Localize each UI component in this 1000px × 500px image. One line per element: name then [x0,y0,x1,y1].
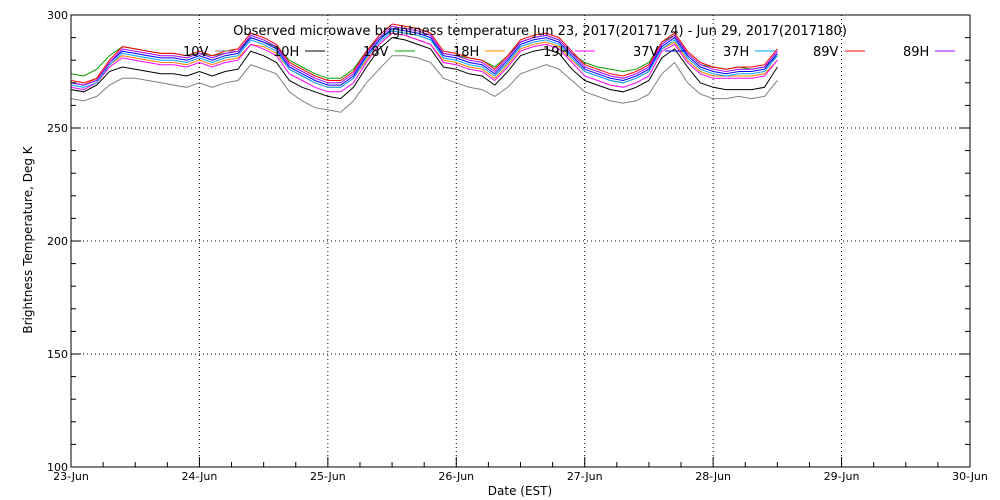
series-line-10h [70,37,778,100]
chart-title: Observed microwave brightness temperatur… [233,24,847,39]
y-tick-label: 100 [47,461,68,474]
series-line-10v [70,55,778,113]
y-tick-label: 300 [47,9,68,22]
axis-ticks [70,14,971,468]
legend-label: 89H [903,45,929,60]
legend-label: 10H [273,45,299,60]
series-line-37v [70,28,778,86]
y-axis-label: Brightness Temperature, Deg K [21,145,35,333]
series-lines [70,23,778,113]
grid-lines [71,15,970,467]
legend-label: 19H [543,45,569,60]
legend-label: 37H [723,45,749,60]
x-tick-label: 23-Jun [53,470,89,483]
series-line-89v [70,23,778,84]
legend-label: 89V [813,45,839,60]
series-line-19h [70,32,778,93]
legend-label: 37V [633,45,659,60]
y-tick-label: 150 [47,348,68,361]
x-tick-label: 24-Jun [182,470,218,483]
x-tick-label: 28-Jun [695,470,731,483]
x-tick-label: 26-Jun [438,470,474,483]
x-tick-label: 27-Jun [567,470,603,483]
x-tick-label: 29-Jun [824,470,860,483]
legend-label: 10V [183,45,209,60]
axis-tick-labels: 23-Jun 24-Jun 25-Jun 26-Jun 27-Jun 28-Jun 29-J… [47,9,988,483]
x-tick-label: 30-Jun [952,470,988,483]
legend: 10V 10H 18V 18H 19H 37V 37H 89V 89H [183,45,955,60]
x-axis-label: Date (EST) [488,484,552,498]
series-line-37h [70,30,778,88]
y-tick-label: 200 [47,235,68,248]
x-tick-label: 25-Jun [310,470,346,483]
series-line-89h [70,25,778,86]
legend-label: 18H [453,45,479,60]
legend-label: 18V [363,45,389,60]
y-tick-label: 250 [47,122,68,135]
